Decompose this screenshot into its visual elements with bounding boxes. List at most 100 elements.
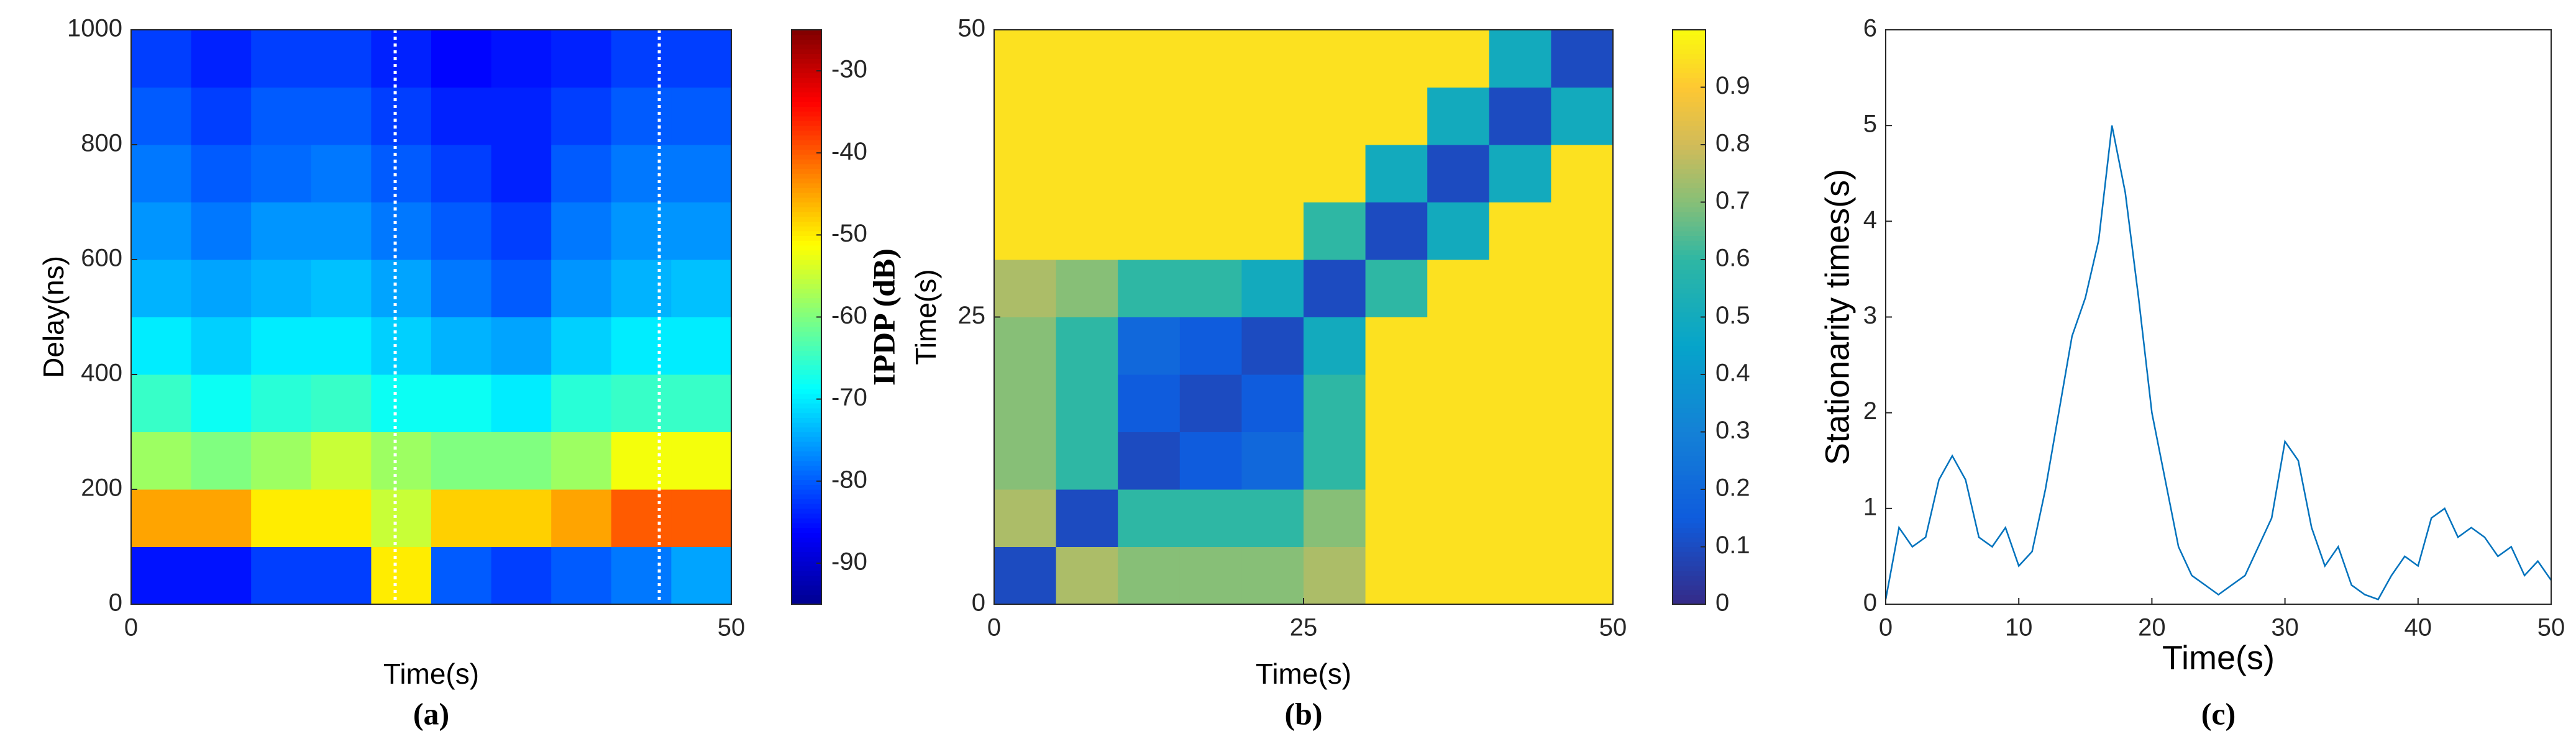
colorbar-swatch xyxy=(792,68,821,73)
colorbar-swatch xyxy=(1673,264,1706,270)
colorbar-swatch xyxy=(792,250,821,255)
heatmap-cell xyxy=(311,317,372,375)
y-tick-label: 3 xyxy=(1863,302,1877,329)
heatmap-cell xyxy=(1179,546,1242,605)
heatmap-cell xyxy=(611,374,672,432)
y-tick-label: 0 xyxy=(109,589,122,617)
heatmap-cell xyxy=(131,317,192,375)
colorbar-swatch xyxy=(1673,470,1706,476)
colorbar-swatch xyxy=(792,594,821,600)
colorbar-swatch xyxy=(792,322,821,327)
colorbar-swatch xyxy=(1673,451,1706,456)
colorbar-swatch xyxy=(1673,322,1706,327)
colorbar-swatch xyxy=(1673,240,1706,246)
colorbar-swatch xyxy=(792,101,821,107)
heatmap-cell xyxy=(311,145,372,202)
heatmap-cell xyxy=(671,30,732,88)
heatmap-cell xyxy=(311,30,372,88)
heatmap-cell xyxy=(1118,87,1181,145)
colorbar-swatch xyxy=(792,96,821,102)
colorbar-swatch xyxy=(792,451,821,456)
colorbar-swatch xyxy=(1673,422,1706,428)
colorbar-swatch xyxy=(792,437,821,442)
colorbar-swatch xyxy=(792,317,821,322)
colorbar-swatch xyxy=(1673,197,1706,203)
colorbar-swatch xyxy=(1673,140,1706,145)
heatmap-cell xyxy=(1241,87,1304,145)
colorbar-swatch xyxy=(1673,499,1706,504)
colorbar-swatch xyxy=(792,240,821,246)
line xyxy=(1884,125,2552,600)
heatmap-cell xyxy=(551,260,612,317)
heatmap-cell xyxy=(491,546,552,605)
heatmap-cell xyxy=(1118,489,1181,547)
heatmap-cell xyxy=(1365,145,1428,202)
heatmap-cell xyxy=(1118,317,1181,375)
colorbar-swatch xyxy=(792,393,821,399)
colorbar-swatch xyxy=(792,226,821,232)
colorbar-swatch xyxy=(1673,149,1706,155)
colorbar-swatch xyxy=(792,63,821,69)
colorbar-swatch xyxy=(792,566,821,571)
heatmap-cell xyxy=(1489,317,1551,375)
heatmap-cell xyxy=(131,145,192,202)
colorbar-swatch xyxy=(1673,106,1706,112)
heatmap-cell xyxy=(1056,30,1118,88)
x-tick-label: 0 xyxy=(1879,614,1893,641)
heatmap-cell xyxy=(131,489,192,547)
colorbar-swatch xyxy=(1673,101,1706,107)
heatmap-cell xyxy=(1427,87,1490,145)
colorbar-swatch xyxy=(1673,292,1706,299)
x-tick-label: 50 xyxy=(2537,614,2565,641)
heatmap-cell xyxy=(431,87,492,145)
heatmap-cell xyxy=(994,30,1057,88)
heatmap-cell xyxy=(611,546,672,605)
colorbar-swatch xyxy=(792,561,821,566)
heatmap-cell xyxy=(1241,260,1304,317)
colorbar-swatch xyxy=(792,87,821,93)
heatmap-cell xyxy=(1365,432,1428,490)
heatmap-cell xyxy=(994,145,1057,202)
caption: (b) xyxy=(1284,696,1322,731)
heatmap-cell xyxy=(131,374,192,432)
colorbar-swatch xyxy=(1673,250,1706,255)
colorbar-swatch xyxy=(1673,211,1706,217)
y-tick-label: 2 xyxy=(1863,397,1877,425)
heatmap-cell xyxy=(491,432,552,490)
colorbar-swatch xyxy=(1673,407,1706,414)
colorbar-tick-label: -40 xyxy=(831,138,867,165)
heatmap-cell xyxy=(191,202,252,260)
colorbar-swatch xyxy=(792,585,821,591)
heatmap-cell xyxy=(1489,260,1551,317)
colorbar-swatch xyxy=(1673,355,1706,361)
heatmap-cell xyxy=(191,30,252,88)
colorbar-tick-label: -50 xyxy=(831,220,867,247)
heatmap-cell xyxy=(311,374,372,432)
heatmap-cell xyxy=(1179,202,1242,260)
colorbar-swatch xyxy=(1673,312,1706,318)
colorbar-swatch xyxy=(792,283,821,289)
heatmap-cell xyxy=(1056,432,1118,490)
colorbar-swatch xyxy=(1673,580,1706,586)
colorbar-swatch xyxy=(792,575,821,581)
colorbar-swatch xyxy=(1673,307,1706,313)
colorbar-swatch xyxy=(792,154,821,160)
colorbar-swatch xyxy=(792,82,821,88)
heatmap-cell xyxy=(1118,546,1181,605)
colorbar-swatch xyxy=(792,417,821,423)
heatmap-cell xyxy=(994,260,1057,317)
y-tick-label: 400 xyxy=(81,360,122,387)
heatmap-cell xyxy=(1365,489,1428,547)
colorbar-swatch xyxy=(1673,278,1706,284)
colorbar-swatch xyxy=(1673,283,1706,289)
heatmap-cell xyxy=(251,202,312,260)
heatmap-cell xyxy=(1118,145,1181,202)
colorbar-swatch xyxy=(792,389,821,394)
colorbar-swatch xyxy=(1673,441,1706,447)
colorbar-swatch xyxy=(1673,216,1706,222)
x-tick-label: 0 xyxy=(124,614,138,641)
colorbar-swatch xyxy=(792,580,821,586)
colorbar-swatch xyxy=(792,264,821,270)
colorbar-swatch xyxy=(1673,508,1706,514)
heatmap-cell xyxy=(491,489,552,547)
